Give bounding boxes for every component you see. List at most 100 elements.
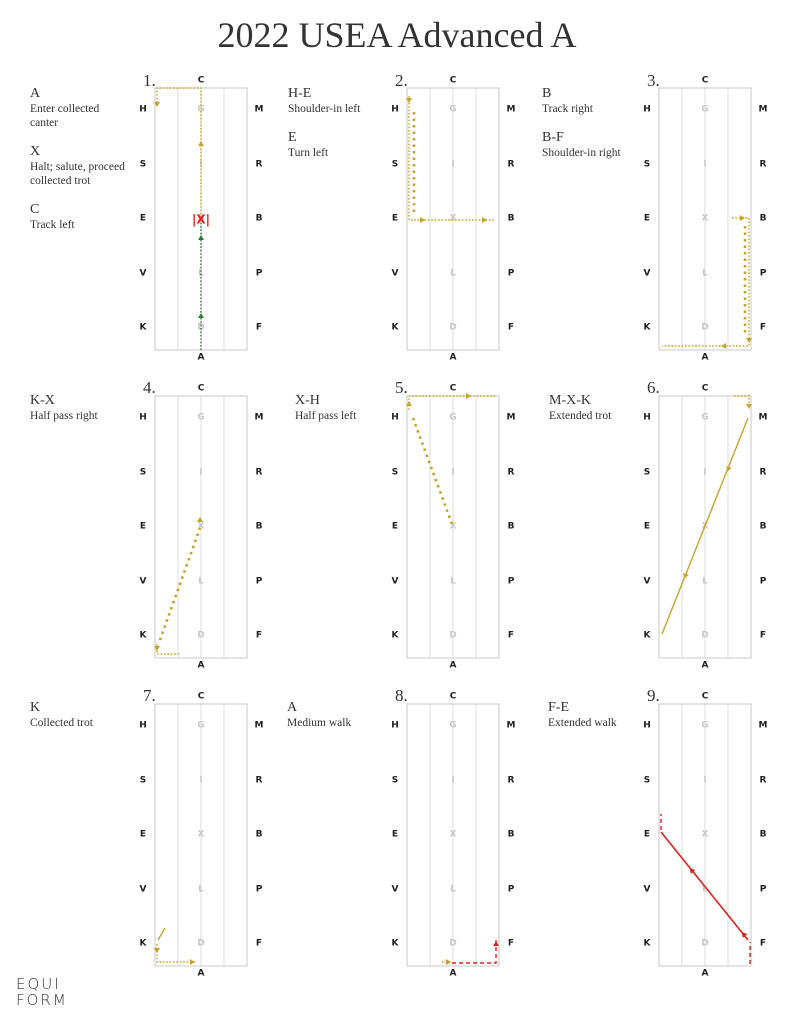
letter-left: H (139, 413, 147, 423)
movement-code: X-H (295, 393, 320, 408)
letter-center: D (449, 631, 456, 641)
letter-left: V (392, 269, 399, 279)
arrow-icon (466, 393, 471, 399)
path-gold (156, 644, 180, 655)
arrow-icon (689, 868, 696, 874)
letter-left: V (392, 885, 399, 895)
letter-center: L (702, 269, 708, 279)
letter-right: M (255, 105, 264, 115)
letter-center: G (449, 721, 456, 731)
letter-right: B (760, 214, 767, 224)
letter-left: K (392, 939, 400, 949)
arrow-icon (740, 215, 745, 221)
letter-left: H (391, 413, 399, 423)
letter-left: H (643, 721, 651, 731)
letter-right: B (508, 830, 515, 840)
letter-left: S (644, 160, 650, 170)
letter-left: K (644, 323, 652, 333)
letter-right: P (508, 885, 515, 895)
movement-code: B (542, 86, 552, 101)
letter-bottom: A (702, 661, 709, 671)
letter-center: D (449, 323, 456, 333)
letter-left: S (140, 160, 146, 170)
movement-code: A (287, 700, 298, 715)
letter-center: I (451, 776, 454, 786)
arrow-icon (406, 98, 412, 103)
arrow-icon (721, 343, 726, 349)
letter-left: K (392, 631, 400, 641)
arrow-icon (154, 102, 160, 107)
letter-left: K (140, 631, 148, 641)
letter-center: I (199, 776, 202, 786)
movement-number: 3. (647, 71, 660, 90)
letter-left: V (392, 577, 399, 587)
letter-right: P (760, 577, 767, 587)
letter-right: F (508, 323, 514, 333)
movement-number: 2. (395, 71, 408, 90)
movement-desc: Track right (542, 103, 594, 115)
letter-top: C (702, 692, 709, 702)
letter-bottom: A (702, 969, 709, 979)
letter-right: R (256, 160, 263, 170)
letter-top: C (450, 692, 457, 702)
letter-right: F (760, 939, 766, 949)
letter-center: I (703, 160, 706, 170)
arena-diagram-9: C A H S E V K M R B P F G I X L D (643, 692, 768, 979)
movement-desc: Enter collected canter (30, 103, 100, 129)
letter-center: X (198, 522, 205, 532)
letter-center: L (198, 577, 204, 587)
movement-code: K (30, 700, 41, 715)
letter-right: B (256, 830, 263, 840)
letter-left: H (139, 721, 147, 731)
letter-right: M (759, 721, 768, 731)
movement-text-2: H-E Shoulder-in left E Turn left (288, 86, 418, 160)
letter-left: S (140, 776, 146, 786)
movement-code: A (30, 86, 41, 101)
movement-code: H-E (288, 86, 312, 101)
path-extended-trot (661, 417, 749, 635)
movement-text-8: A Medium walk (287, 700, 417, 730)
arena-diagram-7: C A H S E V K M R B P F G I X L D (139, 692, 264, 979)
arrow-icon (198, 235, 204, 240)
movement-code: K-X (30, 393, 55, 408)
letter-center: L (450, 885, 456, 895)
arena-diagram-3: C A H S E V K M R B P F G I X L D (643, 76, 767, 363)
letter-left: K (644, 631, 652, 641)
movement-desc: Extended trot (549, 410, 612, 422)
letter-right: B (256, 522, 263, 532)
arrow-icon (154, 948, 160, 953)
letter-center: G (449, 105, 456, 115)
letter-center: X (198, 214, 205, 224)
movement-number: 4. (143, 378, 156, 397)
movement-desc: Turn left (288, 147, 329, 159)
letter-center: X (450, 522, 457, 532)
letter-right: F (256, 939, 262, 949)
letter-right: M (255, 413, 264, 423)
movement-number: 1. (143, 71, 156, 90)
arrow-icon (726, 465, 732, 472)
letter-left: H (139, 105, 147, 115)
letter-center: G (701, 721, 708, 731)
letter-right: R (256, 776, 263, 786)
arrow-icon (493, 941, 499, 946)
letter-left: E (140, 830, 146, 840)
letter-center: L (450, 269, 456, 279)
letter-center: D (701, 939, 708, 949)
arena-diagram-1: C A H S E V K M R B P F G I X L D |X| (139, 76, 264, 363)
letter-top: C (450, 384, 457, 394)
letter-center: L (450, 577, 456, 587)
letter-right: R (508, 160, 515, 170)
movement-desc: Collected trot (30, 717, 93, 729)
arrow-icon (198, 313, 204, 318)
halt-marker: |X| (192, 213, 210, 227)
half-pass-hatch (158, 527, 202, 641)
letter-left: S (644, 468, 650, 478)
letter-right: M (255, 721, 264, 731)
letter-left: K (644, 939, 652, 949)
arrow-icon (154, 646, 160, 651)
letter-center: G (197, 105, 204, 115)
arena-diagram-2: C A H S E V K M R B P F G I X L D (391, 76, 515, 363)
letter-top: C (198, 692, 205, 702)
letter-top: C (450, 76, 457, 86)
